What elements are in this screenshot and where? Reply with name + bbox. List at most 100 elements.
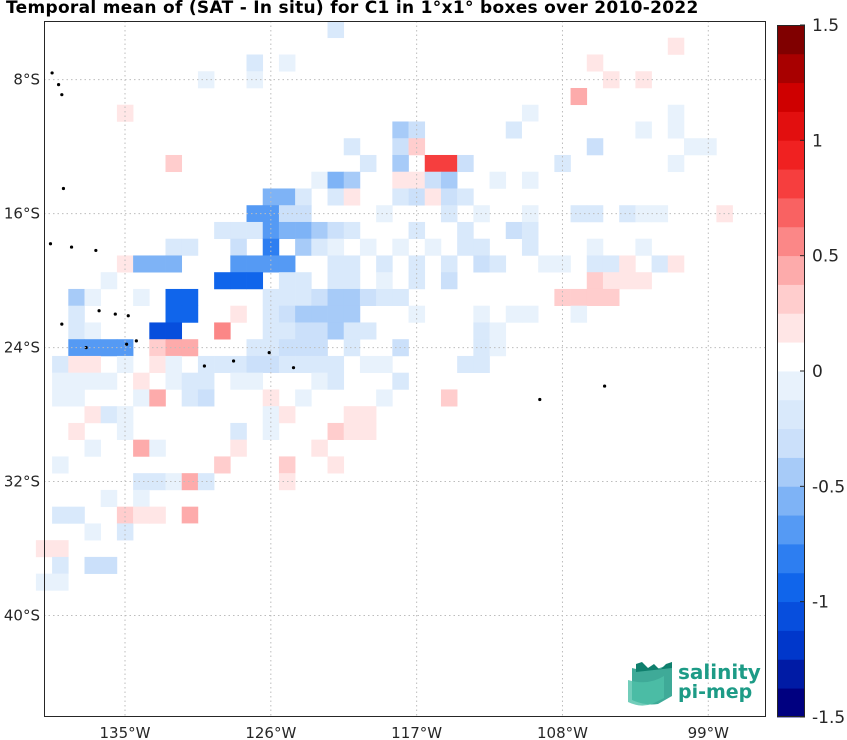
heatmap-cell xyxy=(489,339,507,357)
colorbar-tick-label: 1 xyxy=(812,131,823,151)
lon-tick-label: 135°W xyxy=(100,724,151,740)
logo-wave-icon xyxy=(628,662,672,706)
colorbar-segment xyxy=(777,82,805,112)
heatmap-cell xyxy=(327,372,345,390)
heatmap-cell xyxy=(230,272,247,290)
heatmap-cell xyxy=(327,238,345,256)
heatmap-cell xyxy=(116,255,134,273)
heatmap-cell xyxy=(343,138,361,156)
heatmap-cell xyxy=(181,238,199,256)
heatmap-cell xyxy=(505,121,523,139)
colorbar-tick-label: -1.5 xyxy=(812,708,845,728)
heatmap-cell xyxy=(635,121,652,139)
heatmap-cell xyxy=(295,389,312,407)
colorbar-segment xyxy=(777,572,805,603)
heatmap-cell xyxy=(262,255,280,273)
heatmap-cell xyxy=(246,372,264,390)
heatmap-cell xyxy=(343,322,361,340)
heatmap-cell xyxy=(295,221,312,240)
heatmap-cell xyxy=(408,138,426,156)
heatmap-cell xyxy=(116,104,134,122)
heatmap-cell xyxy=(343,272,361,290)
heatmap-cell xyxy=(278,322,296,340)
heatmap-cell xyxy=(457,238,474,256)
heatmap-cell xyxy=(392,171,409,189)
colorbar-segment xyxy=(777,630,805,660)
heatmap-cell xyxy=(602,255,620,273)
heatmap-cell xyxy=(392,288,409,306)
heatmap-cell xyxy=(424,171,442,189)
heatmap-cell xyxy=(278,188,296,206)
heatmap-cell xyxy=(278,406,296,424)
heatmap-cell xyxy=(457,355,474,373)
lon-tick-label: 126°W xyxy=(245,724,296,740)
heatmap-cell xyxy=(683,138,701,156)
colorbar-segment xyxy=(777,226,805,257)
island-marker xyxy=(84,345,88,350)
heatmap-cell xyxy=(392,238,409,256)
heatmap-cell xyxy=(554,255,571,273)
heatmap-cell xyxy=(667,37,685,55)
heatmap-cell xyxy=(246,272,264,290)
heatmap-cell xyxy=(343,339,361,357)
heatmap-cell xyxy=(440,188,458,206)
heatmap-cell xyxy=(457,188,474,206)
heatmap-cell xyxy=(343,188,361,206)
heatmap-cell xyxy=(440,154,458,173)
heatmap-cell xyxy=(392,121,409,139)
heatmap-cell xyxy=(165,288,183,306)
heatmap-cell xyxy=(538,255,555,273)
heatmap-cell xyxy=(262,221,280,240)
heatmap-cell xyxy=(68,288,85,306)
heatmap-cell xyxy=(230,238,247,256)
heatmap-cell xyxy=(521,104,539,122)
heatmap-cell xyxy=(521,121,539,139)
island-marker xyxy=(61,186,66,191)
heatmap-cell xyxy=(295,322,312,340)
colorbar-segment xyxy=(777,284,805,314)
heatmap-cell xyxy=(262,288,280,306)
heatmap-cell xyxy=(619,205,636,223)
colorbar-segment xyxy=(777,428,805,458)
heatmap-cell xyxy=(68,355,85,373)
heatmap-cell xyxy=(84,288,102,306)
heatmap-cell xyxy=(278,272,296,290)
island-marker xyxy=(48,242,53,246)
heatmap-cell xyxy=(473,305,490,323)
colorbar-segment xyxy=(777,255,805,285)
heatmap-cell xyxy=(424,238,442,256)
lon-tick-label: 117°W xyxy=(391,724,442,740)
heatmap-cell xyxy=(311,372,328,390)
heatmap-cell xyxy=(84,556,102,574)
heatmap-cell xyxy=(424,154,442,173)
heatmap-cell xyxy=(165,154,183,173)
heatmap-cell xyxy=(505,305,523,323)
heatmap-cell xyxy=(149,355,166,373)
heatmap-cell xyxy=(327,171,345,189)
heatmap-cell xyxy=(278,221,296,240)
heatmap-cell xyxy=(165,339,183,357)
heatmap-cell xyxy=(311,305,328,323)
heatmap-cell xyxy=(197,355,215,373)
colorbar-segment xyxy=(777,111,805,141)
heatmap-cell xyxy=(100,372,118,390)
heatmap-cell xyxy=(149,322,166,340)
heatmap-cell xyxy=(376,389,393,407)
heatmap-cell xyxy=(376,355,393,373)
heatmap-cell xyxy=(440,389,458,407)
heatmap-cell xyxy=(246,221,264,240)
colorbar-tick-label: -1 xyxy=(812,593,829,613)
heatmap-cell xyxy=(262,406,280,424)
heatmap-cell xyxy=(570,288,588,306)
heatmap-cell xyxy=(230,221,247,240)
heatmap-cell xyxy=(165,238,183,256)
heatmap-cell xyxy=(68,322,85,340)
colorbar-segment xyxy=(777,544,805,574)
logo-text-line2: pi-mep xyxy=(678,681,752,703)
heatmap-cell xyxy=(52,556,69,574)
heatmap-cell xyxy=(457,154,474,173)
heatmap-cell xyxy=(262,339,280,357)
heatmap-cell xyxy=(586,288,604,306)
colorbar-segment xyxy=(777,198,805,228)
heatmap-cell xyxy=(116,506,134,524)
